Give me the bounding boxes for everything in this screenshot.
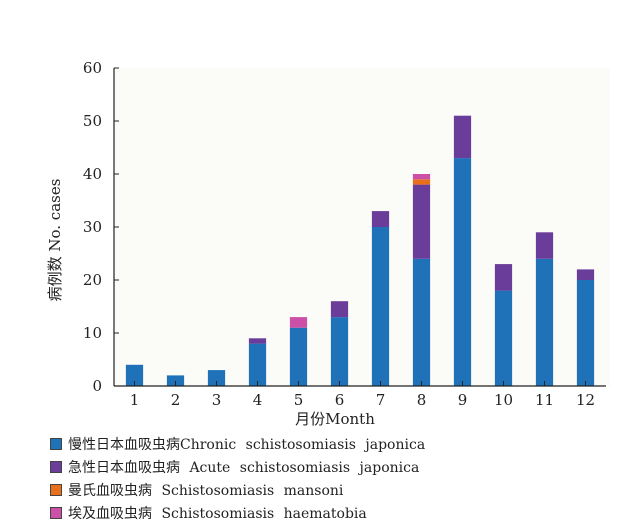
legend: 慢性日本血吸虫病Chronic schistosomiasis japonica… xyxy=(50,432,425,524)
bar-segment xyxy=(125,364,144,386)
x-tick-label: 7 xyxy=(376,391,386,409)
bar-segment xyxy=(166,375,185,386)
legend-label: 埃及血吸虫病 Schistosomiasis haematobia xyxy=(68,505,367,522)
legend-swatch xyxy=(50,460,62,473)
bar-segment xyxy=(289,317,308,328)
plot-background xyxy=(114,68,610,386)
x-tick-label: 10 xyxy=(494,391,513,409)
legend-item: 慢性日本血吸虫病Chronic schistosomiasis japonica xyxy=(50,432,425,455)
y-tick-label: 50 xyxy=(83,112,102,130)
bar-segment xyxy=(412,184,431,259)
bar-segment xyxy=(412,174,431,180)
bar-segment xyxy=(412,258,431,386)
x-tick-label: 9 xyxy=(458,391,468,409)
legend-item: 埃及血吸虫病 Schistosomiasis haematobia xyxy=(50,501,425,524)
y-tick-label: 30 xyxy=(83,218,102,236)
y-ticks: 0 10 20 30 40 50 60 xyxy=(83,59,119,395)
legend-label: 曼氏血吸虫病 Schistosomiasis mansoni xyxy=(68,482,344,499)
bar-segment xyxy=(453,115,472,159)
bar-segment xyxy=(576,280,595,386)
legend-item: 急性日本血吸虫病 Acute schistosomiasis japonica xyxy=(50,455,425,478)
bar-segment xyxy=(535,258,554,386)
bar-segment xyxy=(248,343,267,386)
legend-label: 慢性日本血吸虫病Chronic schistosomiasis japonica xyxy=(68,436,426,453)
x-tick-label: 8 xyxy=(417,391,427,409)
bar-segment xyxy=(330,301,349,318)
bar-segment xyxy=(576,269,595,280)
x-tick-label: 11 xyxy=(535,391,554,409)
x-axis-label: 月份Month xyxy=(295,410,375,428)
legend-item: 曼氏血吸虫病 Schistosomiasis mansoni xyxy=(50,478,425,501)
legend-label: 急性日本血吸虫病 Acute schistosomiasis japonica xyxy=(68,459,420,476)
y-tick-label: 60 xyxy=(83,59,102,77)
x-tick-label: 2 xyxy=(171,391,181,409)
bar-segment xyxy=(330,317,349,386)
bar-segment xyxy=(371,211,390,227)
x-tick-label: 1 xyxy=(130,391,140,409)
bar-segment xyxy=(412,179,431,185)
x-tick-label: 4 xyxy=(253,391,263,409)
y-tick-label: 20 xyxy=(83,271,102,289)
bar-segment xyxy=(289,327,308,386)
bar-segment xyxy=(494,264,513,291)
bars-layer xyxy=(125,115,595,386)
legend-swatch xyxy=(50,506,62,519)
y-tick-label: 0 xyxy=(92,377,102,395)
legend-swatch xyxy=(50,437,62,450)
bar-segment xyxy=(535,232,554,259)
x-ticks: 1 2 3 4 5 6 7 8 9 10 11 12 xyxy=(130,381,595,409)
y-tick-label: 40 xyxy=(83,165,102,183)
bar-segment xyxy=(453,158,472,386)
y-axis-label: 病例数 No. cases xyxy=(46,179,64,302)
y-tick-label: 10 xyxy=(83,324,102,342)
legend-swatch xyxy=(50,483,62,496)
bar-segment xyxy=(248,338,267,344)
bar-segment xyxy=(371,227,390,386)
x-tick-label: 3 xyxy=(212,391,222,409)
bar-segment xyxy=(494,290,513,386)
x-tick-label: 5 xyxy=(294,391,304,409)
x-tick-label: 12 xyxy=(576,391,595,409)
x-tick-label: 6 xyxy=(335,391,345,409)
bar-segment xyxy=(207,370,226,386)
